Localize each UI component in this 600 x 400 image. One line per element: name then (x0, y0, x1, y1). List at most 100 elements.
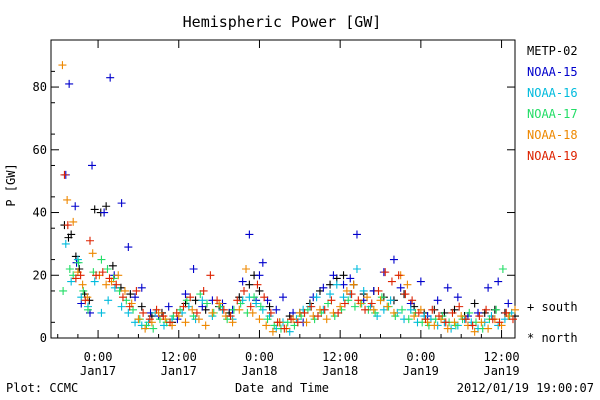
data-point (280, 324, 289, 333)
data-point (403, 280, 412, 289)
data-point (435, 312, 444, 321)
data-point (86, 236, 95, 245)
data-point (242, 264, 251, 273)
data-point (398, 305, 407, 314)
data-point (361, 305, 370, 314)
data-point (104, 296, 113, 305)
data-point (367, 299, 376, 308)
data-point (313, 312, 322, 321)
x-tick-label-date: Jan18 (241, 364, 277, 378)
data-point (441, 318, 450, 327)
data-point (102, 280, 111, 289)
data-point (152, 305, 161, 314)
data-point (233, 296, 242, 305)
y-tick-label: 80 (33, 80, 47, 94)
x-tick-label-time: 0:00 (406, 350, 435, 364)
data-point (287, 315, 296, 324)
data-point (433, 296, 442, 305)
data-point (359, 286, 368, 295)
marker-legend-entry: + south (527, 300, 578, 314)
x-tick-label-time: 12:00 (161, 350, 197, 364)
data-point (268, 327, 277, 336)
data-point (336, 302, 345, 311)
data-point (401, 290, 410, 299)
data-point (428, 305, 437, 314)
data-point (186, 293, 195, 302)
data-point (63, 195, 72, 204)
data-point (118, 293, 127, 302)
x-tick-label-date: Jan18 (322, 364, 358, 378)
data-point (347, 290, 356, 299)
data-point (340, 299, 349, 308)
data-point (125, 302, 134, 311)
data-point (88, 249, 97, 258)
data-point (103, 264, 112, 273)
data-point (108, 261, 117, 270)
data-point (208, 308, 217, 317)
data-point (192, 308, 201, 317)
data-point (65, 79, 74, 88)
legend-entry: NOAA-17 (527, 107, 578, 121)
data-point (300, 308, 309, 317)
data-point (255, 286, 264, 295)
data-point (67, 277, 76, 286)
data-point (293, 318, 302, 327)
x-tick-label-time: 12:00 (322, 350, 358, 364)
data-point (172, 308, 181, 317)
data-point (346, 274, 355, 283)
data-point (312, 293, 321, 302)
data-point (465, 308, 474, 317)
data-point (421, 315, 430, 324)
data-point (235, 305, 244, 314)
data-point (245, 230, 254, 239)
data-point (387, 277, 396, 286)
data-point (139, 308, 148, 317)
data-point (59, 286, 68, 295)
data-point (320, 305, 329, 314)
data-point (239, 286, 248, 295)
data-point (508, 315, 517, 324)
data-point (263, 315, 272, 324)
data-point (502, 308, 511, 317)
y-tick-label: 60 (33, 143, 47, 157)
data-point (97, 308, 106, 317)
data-point (126, 290, 135, 299)
data-point (198, 296, 207, 305)
data-point (443, 283, 452, 292)
data-point (448, 308, 457, 317)
data-point (339, 293, 348, 302)
data-point (213, 296, 222, 305)
data-point (302, 318, 311, 327)
data-point (81, 296, 90, 305)
legend-entry: NOAA-18 (527, 128, 578, 142)
data-point (63, 221, 72, 230)
data-point (352, 264, 361, 273)
data-point (272, 305, 281, 314)
data-point (484, 283, 493, 292)
data-point (443, 324, 452, 333)
data-point (511, 305, 519, 314)
y-axis-label: P [GW] (4, 163, 18, 206)
data-point (90, 205, 99, 214)
data-point (326, 290, 335, 299)
data-point (245, 280, 254, 289)
data-point (145, 315, 154, 324)
data-point (342, 286, 351, 295)
data-point (369, 305, 378, 314)
x-tick-label-date: Jan19 (483, 364, 519, 378)
data-point (386, 296, 395, 305)
data-point (189, 264, 198, 273)
data-point (65, 264, 74, 273)
data-point (132, 286, 141, 295)
data-point (181, 290, 190, 299)
data-point (498, 264, 507, 273)
data-point (354, 296, 363, 305)
data-point (164, 302, 173, 311)
data-point (363, 293, 372, 302)
data-point (199, 286, 208, 295)
data-point (332, 280, 341, 289)
data-point (475, 312, 484, 321)
data-point (394, 271, 403, 280)
data-point (71, 202, 80, 211)
data-point (389, 308, 398, 317)
